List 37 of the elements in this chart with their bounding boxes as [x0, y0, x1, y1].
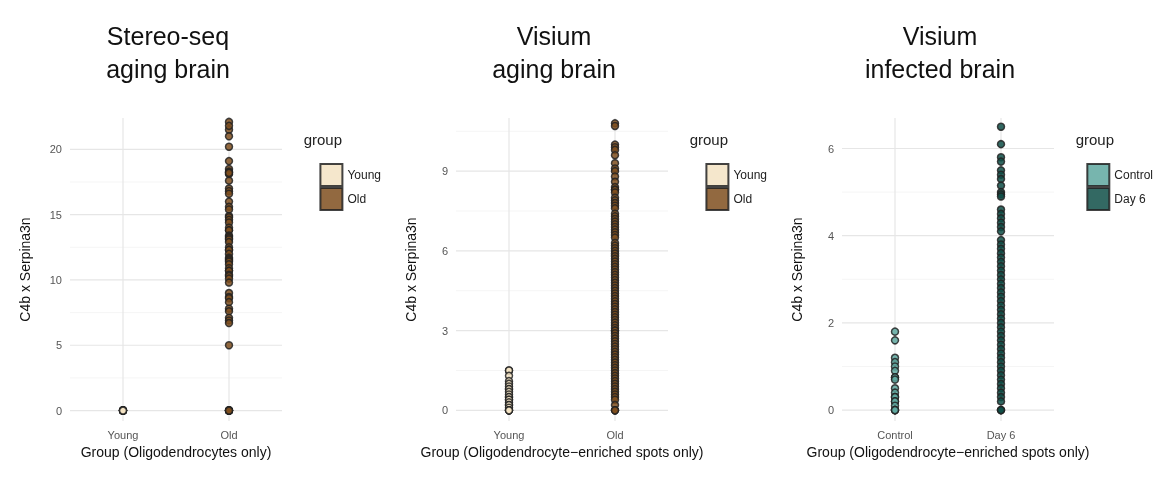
x-tick-label: Day 6	[986, 428, 1016, 441]
chart-title: Visium aging brain	[492, 21, 616, 83]
legend-label: Young	[347, 168, 382, 182]
x-tick-label: Young	[493, 428, 525, 441]
y-tick-label: 10	[49, 273, 62, 286]
y-tick-label: 5	[55, 339, 62, 352]
x-axis-title: Group (Oligodendrocyte−enriched spots only)	[420, 443, 704, 460]
y-tick-label: 0	[441, 404, 448, 417]
legend-label: Control	[1114, 168, 1153, 182]
x-axis-title: Group (Oligodendrocyte−enriched spots only)	[806, 443, 1090, 460]
y-tick-label: 4	[827, 229, 834, 242]
y-tick-label: 9	[441, 165, 448, 178]
x-tick-label: Old	[606, 428, 624, 441]
x-axis-title: Group (Oligodendrocytes only)	[80, 443, 272, 460]
legend-label: Young	[733, 168, 768, 182]
y-tick-label: 6	[827, 142, 834, 155]
legend-title: group	[689, 131, 729, 148]
y-axis-title: C4b x Serpina3n	[789, 217, 805, 322]
legend-title: group	[303, 131, 343, 148]
legend-label: Old	[733, 192, 753, 206]
y-tick-label: 20	[49, 143, 62, 156]
x-tick-label: Control	[877, 428, 913, 441]
chart-title: Visium infected brain	[864, 21, 1016, 83]
y-tick-label: 2	[827, 316, 834, 329]
y-tick-label: 6	[441, 244, 448, 257]
y-tick-label: 0	[55, 404, 62, 417]
y-axis-title: C4b x Serpina3n	[403, 217, 419, 322]
y-axis-title: C4b x Serpina3n	[17, 217, 33, 322]
x-tick-label: Old	[220, 428, 238, 441]
y-tick-label: 15	[49, 208, 62, 221]
legend-label: Old	[347, 192, 367, 206]
x-tick-label: Young	[107, 428, 139, 441]
y-tick-label: 0	[827, 404, 834, 417]
legend-title: group	[1075, 131, 1115, 148]
legend-label: Day 6	[1114, 192, 1146, 206]
chart-title: Stereo-seq aging brain	[106, 21, 230, 83]
y-tick-label: 3	[441, 324, 448, 337]
